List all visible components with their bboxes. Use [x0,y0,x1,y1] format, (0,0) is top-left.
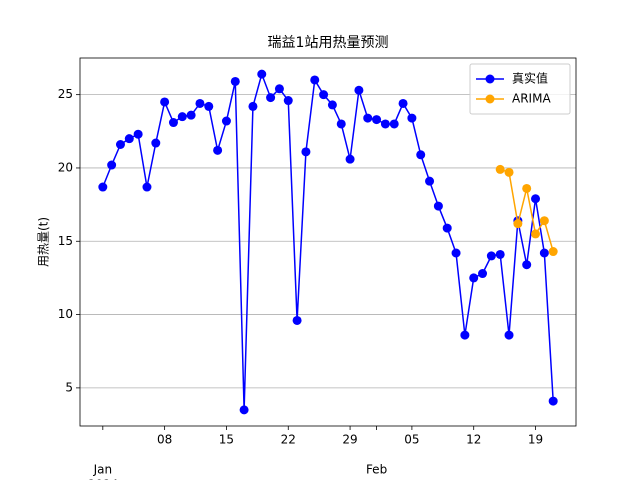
data-point [213,145,223,155]
legend-marker [485,94,495,104]
data-point [495,164,505,174]
data-point [292,315,302,325]
x-tick-label: 15 [219,433,234,447]
y-axis-label: 用热量(t) [37,217,51,267]
data-point [354,85,364,95]
data-point [451,248,461,258]
x-year-label: 2024 [88,478,119,480]
data-point [548,247,558,257]
x-tick-label: Feb [366,463,387,477]
data-point [548,396,558,406]
data-point [495,249,505,259]
data-point [531,194,541,204]
data-point [195,98,205,108]
data-point [486,251,496,261]
data-point [168,118,178,128]
data-point [345,154,355,164]
chart-title: 瑞益1站用热量预测 [268,35,389,51]
data-point [407,113,417,123]
data-point [513,219,523,229]
data-point [522,260,532,270]
x-tick-label: 08 [157,433,172,447]
x-tick-label: Jan [93,463,113,477]
data-point [248,101,258,111]
data-point [380,119,390,129]
data-point [310,75,320,85]
data-point [539,248,549,258]
data-point [531,229,541,239]
y-tick-label: 10 [58,307,73,321]
data-point [230,76,240,86]
series-line [499,168,554,252]
data-point [107,160,117,170]
data-point [319,90,329,100]
legend-label: 真实值 [512,71,548,86]
data-point [539,216,549,226]
data-point [257,69,267,79]
y-tick-label: 25 [58,87,73,101]
data-point [142,182,152,192]
data-point [239,405,249,415]
data-point [283,96,293,106]
x-tick-label: 22 [281,433,296,447]
data-point [274,84,284,94]
data-point [186,110,196,120]
x-tick-label: 05 [404,433,419,447]
data-point [433,201,443,211]
data-point [398,98,408,108]
data-point [363,113,373,123]
data-point [372,115,382,125]
x-tick-label: 19 [528,433,543,447]
data-point [469,273,479,283]
axes-frame [79,57,577,427]
data-point [442,223,452,233]
data-point [336,119,346,129]
x-tick-label: 29 [342,433,357,447]
y-tick-label: 20 [58,160,73,174]
data-point [133,129,143,139]
data-point [151,138,161,148]
data-point [522,183,532,193]
legend-marker [485,74,495,84]
data-point [504,167,514,177]
data-point [266,93,276,103]
series-line [102,71,554,410]
data-point [504,330,514,340]
data-point [221,116,231,126]
data-point [160,97,170,107]
legend-box [469,63,571,115]
data-point [327,100,337,110]
data-point [177,112,187,122]
data-point [115,140,125,150]
data-point [425,176,435,186]
y-tick-label: 15 [58,234,73,248]
legend-label: ARIMA [512,92,551,106]
data-point [124,134,134,144]
y-tick-label: 5 [65,380,73,394]
data-point [389,119,399,129]
data-point [98,182,108,192]
data-point [204,101,214,111]
data-point [416,150,426,160]
data-point [460,330,470,340]
x-tick-label: 12 [466,433,481,447]
data-point [478,269,488,279]
data-point [301,147,311,157]
